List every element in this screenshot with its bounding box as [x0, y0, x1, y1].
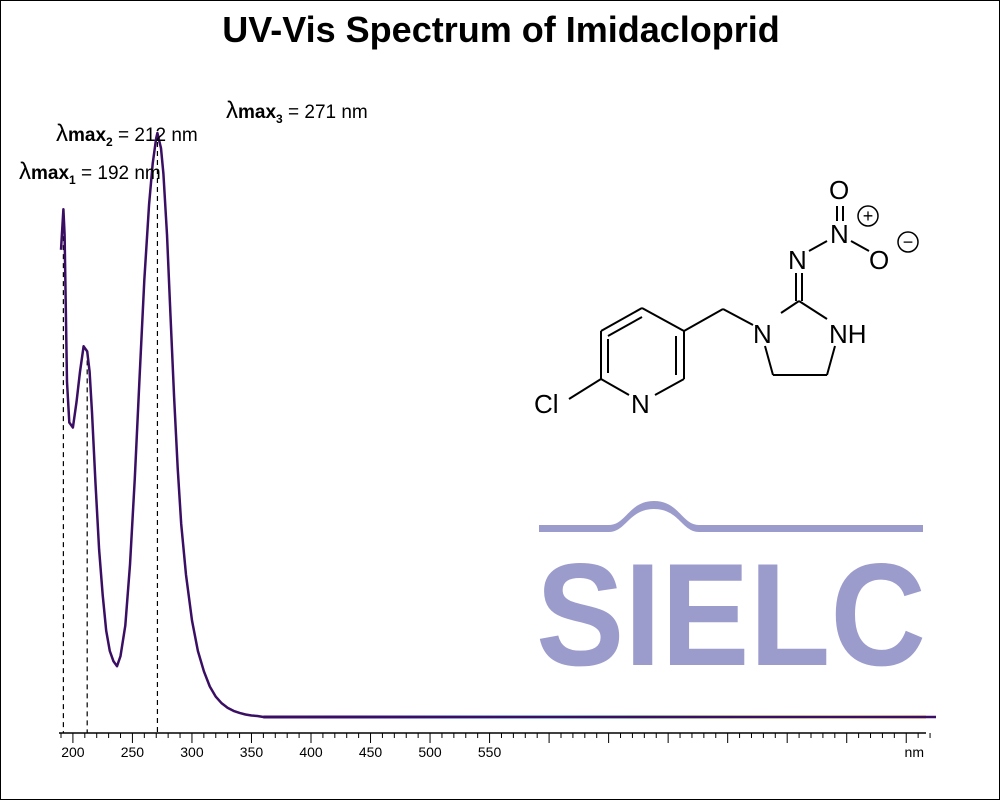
chart-title: UV-Vis Spectrum of Imidacloprid: [222, 9, 780, 50]
atom-o-minus: O: [869, 245, 889, 275]
peak-label: λmax2 = 212 nm: [56, 120, 198, 149]
peak-lines: [62, 133, 159, 733]
atom-n-nitro: N: [830, 219, 849, 249]
atom-o-top: O: [829, 175, 849, 205]
x-tick-label: 350: [240, 744, 264, 760]
atom-n-ring: N: [753, 319, 772, 349]
x-tick-label: 400: [299, 744, 323, 760]
peak-label: λmax1 = 192 nm: [19, 158, 161, 187]
x-tick-label: 500: [418, 744, 442, 760]
x-tick-label: 250: [121, 744, 145, 760]
peak-labels: λmax1 = 192 nm λmax2 = 212 nm λmax3 = 271 …: [19, 97, 368, 187]
atom-n-imine: N: [788, 245, 807, 275]
x-axis-label: nm: [905, 744, 924, 760]
x-tick-label: 200: [61, 744, 85, 760]
atom-cl: Cl: [534, 389, 559, 419]
structure-atoms: O N O N N NH N Cl + −: [534, 175, 913, 419]
charge-plus: +: [863, 206, 874, 226]
x-tick-label: 550: [478, 744, 502, 760]
series-line: [59, 131, 936, 719]
x-tick-label: 450: [359, 744, 383, 760]
sielc-logo-swoosh: [539, 501, 923, 532]
sielc-logo-text: SIELC: [536, 533, 926, 696]
x-axis: 200 250 300 350 400 450 500 550 nm: [59, 732, 931, 760]
x-tick-label: 300: [180, 744, 204, 760]
atom-n-pyridine: N: [631, 389, 650, 419]
sielc-logo: SIELC: [536, 501, 926, 696]
peak-label: λmax3 = 271 nm: [226, 97, 368, 126]
atom-nh: NH: [829, 319, 867, 349]
imidacloprid-structure: [568, 205, 919, 400]
charge-minus: −: [903, 232, 914, 252]
